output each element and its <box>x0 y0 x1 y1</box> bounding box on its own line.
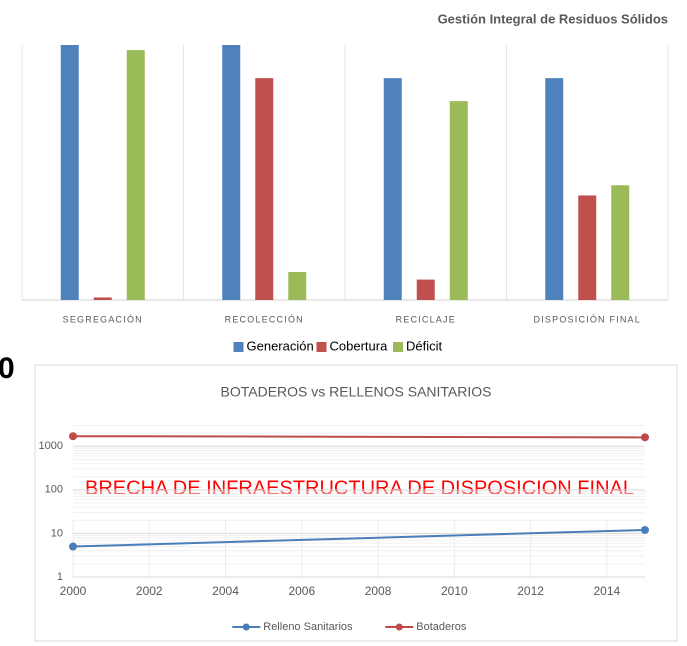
x-tick-label: 2000 <box>60 584 87 598</box>
x-tick-label: 2012 <box>517 584 544 598</box>
bar <box>288 271 307 300</box>
x-tick-label: 2004 <box>212 584 239 598</box>
bar <box>545 78 564 301</box>
bar <box>578 195 597 300</box>
legend-swatch <box>242 623 250 631</box>
legend-label: Botaderos <box>416 621 467 633</box>
chart-title: Gestión Integral de Residuos Sólidos <box>438 11 668 26</box>
bar <box>611 185 630 300</box>
bar <box>416 279 435 300</box>
x-tick-label: 2006 <box>288 584 315 598</box>
bar <box>255 78 274 301</box>
legend-label: Cobertura <box>330 338 389 353</box>
legend-swatch <box>393 342 403 352</box>
point <box>641 525 649 534</box>
line <box>72 435 646 439</box>
y-tick-label: 1 <box>57 571 63 583</box>
x-tick-label: RECOLECCIÓN <box>225 314 304 324</box>
legend-swatch <box>316 342 327 352</box>
legend-swatch <box>395 623 403 631</box>
bar <box>126 50 145 300</box>
side-fragment: 0 <box>0 352 15 385</box>
bar <box>383 78 402 301</box>
x-tick-label: 2002 <box>136 584 163 598</box>
chart-frame <box>34 364 678 642</box>
x-tick-label: 2014 <box>594 584 621 598</box>
legend-label: Déficit <box>406 338 443 353</box>
line <box>72 528 646 548</box>
bar <box>60 45 79 300</box>
point <box>641 433 649 442</box>
chart-title: BOTADEROS vs RELLENOS SANITARIOS <box>221 384 492 400</box>
y-tick-label: 1000 <box>39 440 63 452</box>
point <box>69 542 77 551</box>
x-tick-label: RECICLAJE <box>396 314 456 324</box>
y-tick-label: 100 <box>45 484 63 496</box>
annotation: BRECHA DE INFRAESTRUCTURA DE DISPOSICION… <box>85 477 634 499</box>
point <box>69 432 77 441</box>
x-tick-label: 2010 <box>441 584 468 598</box>
y-tick-label: 10 <box>51 527 63 539</box>
x-tick-label: SEGREGACIÓN <box>63 314 143 324</box>
legend-label: Generación <box>247 338 314 353</box>
legend-swatch <box>233 342 244 352</box>
bar <box>93 297 112 300</box>
bar <box>222 45 241 300</box>
x-tick-label: 2008 <box>365 584 392 598</box>
x-tick-label: DISPOSICIÓN FINAL <box>534 314 641 324</box>
bar <box>449 101 468 300</box>
legend-label: Relleno Sanitarios <box>263 621 353 633</box>
